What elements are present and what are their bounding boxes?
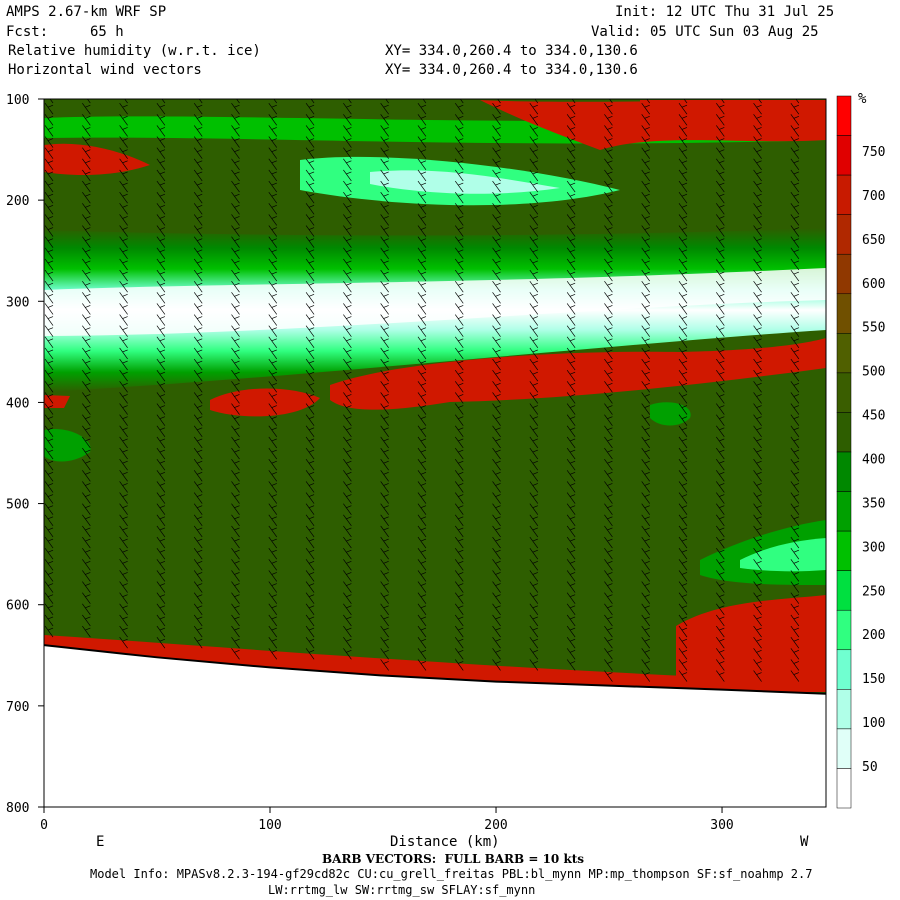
model-info-2: LW:rrtmg_lw SW:rrtmg_sw SFLAY:sf_mynn <box>268 883 536 897</box>
colorbar-label: 350 <box>862 496 885 511</box>
section-endpoints-2: XY= 334.0,260.4 to 334.0,130.6 <box>385 62 638 78</box>
colorbar-swatch <box>836 135 852 176</box>
wind-barb-column <box>790 99 800 682</box>
rh-upper-moist-core <box>370 170 560 194</box>
colorbar-label: 550 <box>862 321 885 336</box>
rh-moist-pocket-4 <box>740 538 826 572</box>
y-tick-label: 600 <box>6 599 29 614</box>
plot-frame <box>43 98 827 808</box>
barb-legend: BARB VECTORS: FULL BARB = 10 kts <box>322 852 585 866</box>
x-tick-label: 0 <box>40 818 48 833</box>
rh-moist-pocket-2 <box>650 402 691 426</box>
colorbar-swatch <box>836 253 852 295</box>
forecast-hour: 65 h <box>90 24 124 40</box>
colorbar-swatch <box>836 530 852 571</box>
colorbar-swatch <box>836 491 852 532</box>
x-tick-label: 200 <box>484 818 507 833</box>
y-tick-label: 800 <box>6 801 29 816</box>
colorbar-swatch <box>836 689 852 730</box>
colorbar-swatch <box>836 372 852 413</box>
x-axis-end-left: E <box>96 834 105 850</box>
wind-barb-column <box>44 99 54 638</box>
colorbar-label: 200 <box>862 628 885 643</box>
wind-barb-column <box>343 99 352 660</box>
colorbar-swatch <box>836 214 852 255</box>
colorbar-label: 100 <box>862 716 885 731</box>
wind-barb-column <box>529 99 539 671</box>
wind-barb-column <box>156 99 166 649</box>
model-info: Model Info: MPASv8.2.3-194-gf29cd82c CU:… <box>90 867 813 881</box>
colorbar-swatch <box>836 609 852 651</box>
colorbar-label: 500 <box>862 365 885 380</box>
wind-barb-column <box>454 99 464 671</box>
colorbar-swatch <box>836 333 852 374</box>
y-tick-label: 400 <box>6 396 29 411</box>
y-tick-label: 100 <box>6 93 29 108</box>
colorbar-swatch <box>836 451 852 492</box>
colorbar-label: 450 <box>862 409 885 424</box>
wind-barb-column <box>641 99 650 682</box>
colorbar-label: 150 <box>862 672 885 687</box>
terrain-mask <box>44 645 826 807</box>
wind-barb-column <box>193 99 203 649</box>
field-name-1: Relative humidity (w.r.t. ice) <box>8 43 261 59</box>
rh-dry-patch-3 <box>640 100 826 116</box>
colorbar-label: 750 <box>862 145 885 160</box>
wind-barb-column <box>380 99 389 671</box>
forecast-label: Fcst: <box>6 24 49 40</box>
wind-barb-column <box>753 99 762 682</box>
colorbar-swatch <box>836 649 852 690</box>
colorbar-unit: % <box>858 91 867 107</box>
wind-barb-column <box>82 99 91 638</box>
colorbar-label: 650 <box>862 233 885 248</box>
rh-dry-patch-1 <box>44 143 150 176</box>
colorbar-label: 700 <box>862 189 885 204</box>
x-tick-label: 100 <box>258 818 281 833</box>
wind-barb-column <box>268 99 278 660</box>
wind-barb-column <box>566 99 576 671</box>
y-tick-label: 700 <box>6 700 29 715</box>
rh-moist-pocket-1 <box>44 429 91 462</box>
wind-barb-column <box>678 99 688 682</box>
wind-barb-column <box>716 99 725 682</box>
x-axis-label: Distance (km) <box>390 834 500 850</box>
model-title: AMPS 2.67-km WRF SP <box>6 4 167 20</box>
terrain-line <box>44 644 826 695</box>
x-axis-end-right: W <box>800 834 809 850</box>
colorbar-swatch <box>836 95 852 136</box>
colorbar-label: 250 <box>862 584 885 599</box>
rh-dry-patch-4 <box>330 338 826 410</box>
wind-barb-column <box>417 99 427 671</box>
x-tick-label: 300 <box>710 818 733 833</box>
wind-barb-column <box>119 99 128 649</box>
valid-time: Valid: 05 UTC Sun 03 Aug 25 <box>591 24 819 40</box>
colorbar-label: 400 <box>862 453 885 468</box>
colorbar-swatch <box>836 570 852 611</box>
wind-barb-column <box>305 99 315 660</box>
rh-humid-band-core <box>44 268 826 336</box>
section-endpoints-1: XY= 334.0,260.4 to 334.0,130.6 <box>385 43 638 59</box>
colorbar-label: 600 <box>862 277 885 292</box>
colorbar-swatch <box>836 412 852 453</box>
colorbar-swatch <box>836 293 852 334</box>
y-tick-label: 200 <box>6 194 29 209</box>
y-tick-label: 500 <box>6 498 29 513</box>
colorbar-label: 300 <box>862 540 885 555</box>
colorbar-swatch <box>836 768 852 809</box>
y-tick-label: 300 <box>6 295 29 310</box>
field-name-2: Horizontal wind vectors <box>8 62 202 78</box>
colorbar-swatch <box>836 728 852 769</box>
wind-barb-column <box>492 99 501 671</box>
wind-barb-column <box>231 99 240 660</box>
wind-barb-column <box>604 99 613 682</box>
rh-dry-patch-7 <box>676 595 826 690</box>
rh-dry-patch-6 <box>44 395 70 408</box>
init-time: Init: 12 UTC Thu 31 Jul 25 <box>615 4 835 20</box>
colorbar-label: 50 <box>862 760 878 775</box>
colorbar-swatch <box>836 174 852 215</box>
